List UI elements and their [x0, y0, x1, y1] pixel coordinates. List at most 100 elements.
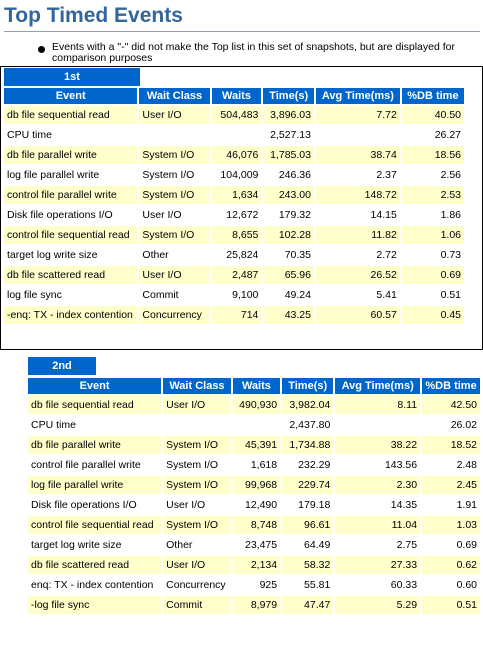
- first-table-frame: [0, 66, 483, 350]
- waits-cell: 23,475: [232, 536, 281, 554]
- table-row: target log write size Other 25,824 70.35 2.7…: [4, 246, 464, 264]
- time-cell: 243.00: [263, 186, 314, 204]
- event-name-cell: -log file sync: [28, 596, 162, 614]
- avg-time-cell: 148.72: [315, 186, 400, 204]
- waits-cell: 9,100: [211, 286, 262, 304]
- table-row: target log write size Other 23,475 64.49 2.7…: [28, 536, 480, 554]
- db-time-cell: 0.73: [401, 246, 464, 264]
- wait-class-cell: System I/O: [163, 516, 231, 534]
- event-name-cell: db file parallel write: [28, 436, 162, 454]
- db-time-cell: 0.60: [422, 576, 480, 594]
- table-row: control file parallel write System I/O 1,6…: [4, 186, 464, 204]
- column-header-db-time: %DB time: [422, 378, 480, 394]
- bullet-icon: [38, 46, 45, 53]
- time-cell: 2,437.80: [282, 416, 334, 434]
- event-name-cell: CPU time: [4, 126, 138, 144]
- db-time-cell: 18.56: [401, 146, 464, 164]
- avg-time-cell: 11.82: [315, 226, 400, 244]
- table-row: Disk file operations I/O User I/O 12,490 17…: [28, 496, 480, 514]
- table-row: log file parallel write System I/O 104,009…: [4, 166, 464, 184]
- column-header-avg-time: Avg Time(ms): [335, 378, 421, 394]
- column-header-wait-class: Wait Class: [163, 378, 231, 394]
- wait-class-cell: User I/O: [139, 266, 210, 284]
- avg-time-cell: 5.41: [315, 286, 400, 304]
- db-time-cell: 0.45: [401, 306, 464, 324]
- time-cell: 49.24: [263, 286, 314, 304]
- wait-class-cell: User I/O: [139, 106, 210, 124]
- column-header-event: Event: [4, 88, 138, 104]
- event-name-cell: db file scattered read: [4, 266, 138, 284]
- table-row: control file parallel write System I/O 1,6…: [28, 456, 480, 474]
- event-name-cell: log file parallel write: [4, 166, 138, 184]
- time-cell: 2,527.13: [263, 126, 314, 144]
- event-name-cell: log file sync: [4, 286, 138, 304]
- time-cell: 3,982.04: [282, 396, 334, 414]
- table-row: -log file sync Commit 8,979 47.47 5.29 0.51: [28, 596, 480, 614]
- time-cell: 96.61: [282, 516, 334, 534]
- event-name-cell: control file parallel write: [4, 186, 138, 204]
- time-cell: 3,896.03: [263, 106, 314, 124]
- waits-cell: 8,748: [232, 516, 281, 534]
- waits-cell: 45,391: [232, 436, 281, 454]
- column-header-avg-time: Avg Time(ms): [315, 88, 400, 104]
- wait-class-cell: User I/O: [163, 556, 231, 574]
- waits-cell: 1,618: [232, 456, 281, 474]
- event-name-cell: Disk file operations I/O: [4, 206, 138, 224]
- waits-cell: 2,487: [211, 266, 262, 284]
- table-row: enq: TX - index contention Concurrency 925…: [28, 576, 480, 594]
- wait-class-cell: Commit: [163, 596, 231, 614]
- avg-time-cell: 60.57: [315, 306, 400, 324]
- time-cell: 179.18: [282, 496, 334, 514]
- events-table-first: Event Wait Class Waits Time(s) Avg Time(…: [2, 86, 466, 326]
- db-time-cell: 1.91: [422, 496, 480, 514]
- table-row: control file sequential read System I/O 8,…: [4, 226, 464, 244]
- wait-class-cell: Other: [139, 246, 210, 264]
- db-time-cell: 0.51: [422, 596, 480, 614]
- column-header-wait-class: Wait Class: [139, 88, 210, 104]
- table-row: db file scattered read User I/O 2,134 58.32…: [28, 556, 480, 574]
- table-row: CPU time 2,527.13 26.27: [4, 126, 464, 144]
- event-name-cell: log file parallel write: [28, 476, 162, 494]
- db-time-cell: 1.86: [401, 206, 464, 224]
- avg-time-cell: 60.33: [335, 576, 421, 594]
- db-time-cell: 2.45: [422, 476, 480, 494]
- time-cell: 246.36: [263, 166, 314, 184]
- time-cell: 43.25: [263, 306, 314, 324]
- wait-class-cell: User I/O: [139, 206, 210, 224]
- events-table-second: Event Wait Class Waits Time(s) Avg Time(…: [26, 376, 482, 616]
- db-time-cell: 18.52: [422, 436, 480, 454]
- avg-time-cell: 5.29: [335, 596, 421, 614]
- waits-cell: 714: [211, 306, 262, 324]
- table-row: -enq: TX - index contention Concurrency 71…: [4, 306, 464, 324]
- table-row: db file parallel write System I/O 45,391 1,…: [28, 436, 480, 454]
- waits-cell: 925: [232, 576, 281, 594]
- column-header-time: Time(s): [282, 378, 334, 394]
- table-row: db file parallel write System I/O 46,076 1,…: [4, 146, 464, 164]
- event-name-cell: target log write size: [28, 536, 162, 554]
- event-name-cell: db file sequential read: [4, 106, 138, 124]
- wait-class-cell: Commit: [139, 286, 210, 304]
- time-cell: 232.29: [282, 456, 334, 474]
- waits-cell: 12,672: [211, 206, 262, 224]
- avg-time-cell: 14.35: [335, 496, 421, 514]
- avg-time-cell: 2.37: [315, 166, 400, 184]
- waits-cell: 1,634: [211, 186, 262, 204]
- table-row: CPU time 2,437.80 26.02: [28, 416, 480, 434]
- event-name-cell: CPU time: [28, 416, 162, 434]
- table-row: Disk file operations I/O User I/O 12,672 17…: [4, 206, 464, 224]
- waits-cell: 490,930: [232, 396, 281, 414]
- comparison-note: Events with a "-" did not make the Top l…: [52, 41, 455, 64]
- time-cell: 55.81: [282, 576, 334, 594]
- column-header-event: Event: [28, 378, 162, 394]
- avg-time-cell: 27.33: [335, 556, 421, 574]
- avg-time-cell: 38.22: [335, 436, 421, 454]
- table-row: log file parallel write System I/O 99,968 2…: [28, 476, 480, 494]
- db-time-cell: 0.69: [422, 536, 480, 554]
- waits-cell: 25,824: [211, 246, 262, 264]
- avg-time-cell: 11.04: [335, 516, 421, 534]
- column-header-waits: Waits: [211, 88, 262, 104]
- avg-time-cell: 143.56: [335, 456, 421, 474]
- wait-class-cell: [163, 416, 231, 434]
- db-time-cell: 1.03: [422, 516, 480, 534]
- db-time-cell: 26.02: [422, 416, 480, 434]
